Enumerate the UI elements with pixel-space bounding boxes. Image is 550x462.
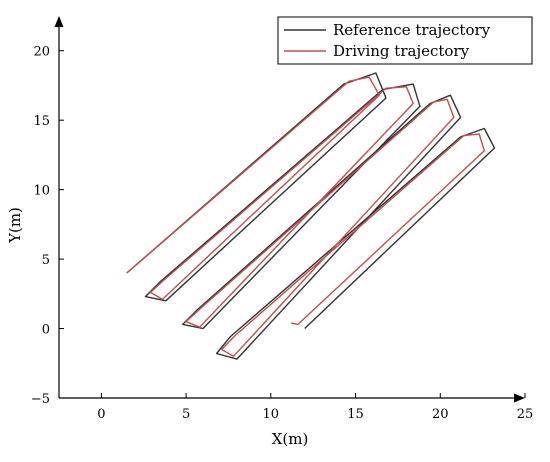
x-axis-title: X(m)	[272, 430, 309, 448]
legend-label-reference: Reference trajectory	[333, 21, 491, 39]
plot-lines	[126, 72, 496, 360]
x-ticks: 0 5 10 15 20 25	[97, 393, 533, 422]
x-tick-label: 20	[432, 407, 449, 422]
legend-box	[277, 16, 533, 65]
y-axis-title: Y(m)	[6, 207, 24, 244]
x-tick-label: 10	[263, 407, 280, 422]
x-tick-label: 5	[182, 407, 190, 422]
y-tick-label: 20	[33, 45, 50, 60]
legend-label-driving: Driving trajectory	[333, 42, 470, 60]
x-axis-arrow	[514, 393, 525, 403]
x-tick-label: 15	[347, 407, 364, 422]
x-tick-label: 0	[97, 407, 105, 422]
y-axis-arrow	[54, 16, 64, 27]
y-tick-label: −5	[31, 392, 50, 407]
reference-trajectory-line	[126, 72, 496, 360]
y-tick-label: 10	[33, 184, 50, 199]
legend: Reference trajectory Driving trajectory	[277, 16, 533, 65]
y-tick-label: 0	[42, 323, 50, 338]
driving-trajectory-line	[126, 76, 485, 357]
y-tick-label: 5	[42, 253, 50, 268]
y-ticks: −5 0 5 10 15 20	[31, 45, 64, 407]
y-tick-label: 15	[33, 114, 50, 129]
x-tick-label: 25	[517, 407, 534, 422]
